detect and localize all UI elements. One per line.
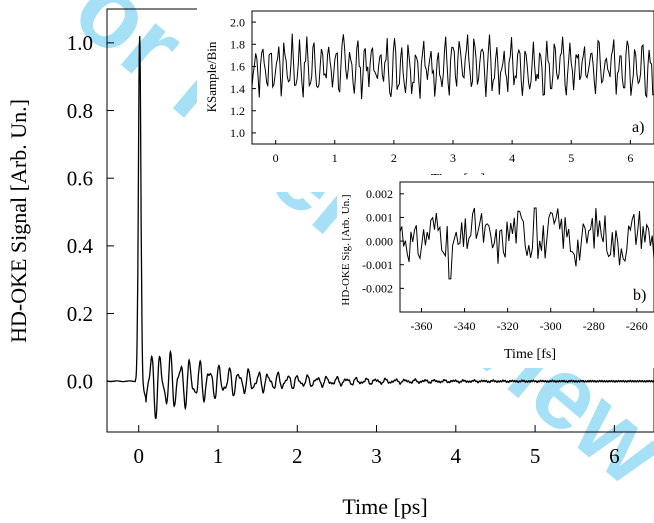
inset-b-x-tick-label: -260: [626, 319, 648, 333]
inset-b-y-tick-label: 0.001: [366, 211, 393, 225]
main-y-tick-label: 0.2: [67, 302, 93, 326]
inset-b-signal-line: [399, 207, 654, 280]
inset-a-x-tick-label: 6: [627, 151, 633, 165]
main-x-tick-label: 3: [371, 444, 382, 468]
inset-b-y-tick-label: 0.000: [366, 234, 393, 248]
inset-a-y-axis-label: KSample/Bin: [204, 41, 219, 112]
inset-a-y-tick-label: 1.0: [230, 126, 245, 140]
inset-a-series: [251, 33, 654, 100]
main-series: [106, 36, 654, 420]
inset-b-background: [337, 175, 654, 368]
inset-a-background: [197, 2, 654, 192]
inset-b-x-tick-label: -300: [540, 319, 562, 333]
main-signal-line: [106, 36, 654, 420]
inset-a-x-tick-label: 0: [273, 151, 279, 165]
inset-b-x-tick-label: -320: [497, 319, 519, 333]
inset-b-series: [399, 207, 654, 280]
main-ticks: 0 1 2 3 4 5 6 0.0 0.2 0.4 0.6 0.8 1.0: [67, 31, 620, 468]
inset-a-x-tick-label: 1: [332, 151, 338, 165]
inset-a-y-tick-label: 1.8: [230, 37, 245, 51]
inset-b-plot-frame: [399, 181, 654, 313]
inset-a-y-tick-label: 2.0: [230, 15, 245, 29]
main-x-tick-label: 1: [213, 444, 224, 468]
inset-b-x-tick-label: -280: [583, 319, 605, 333]
inset-a-signal-line: [251, 33, 654, 100]
main-y-axis-label: HD-OKE Signal [Arb. Un.]: [6, 99, 31, 343]
inset-a-x-tick-label: 5: [568, 151, 574, 165]
inset-b-y-tick-label: 0.002: [366, 187, 393, 201]
main-y-tick-label: 0.6: [67, 167, 93, 191]
inset-b-y-tick-label: -0.001: [362, 258, 393, 272]
main-x-axis-label: Time [ps]: [342, 494, 427, 519]
inset-a-x-tick-label: 2: [391, 151, 397, 165]
main-x-tick-label: 5: [530, 444, 541, 468]
inset-b-y-tick-label: -0.002: [362, 282, 393, 296]
main-x-tick-label: 0: [133, 444, 144, 468]
main-y-tick-label: 0.8: [67, 99, 93, 123]
main-y-tick-label: 1.0: [67, 31, 93, 55]
main-y-tick-label: 0.4: [67, 234, 94, 258]
inset-a-y-tick-label: 1.6: [230, 60, 245, 74]
inset-b-chart: -360 -340 -320 -300 -280 -260 -0.002 -0.001 0.00…: [337, 175, 654, 368]
main-x-tick-label: 4: [451, 444, 462, 468]
inset-b-panel-label: b): [633, 287, 646, 304]
inset-b-y-axis-label: HD-OKE Sig. [Arb. Un.]: [340, 194, 352, 305]
inset-b-x-tick-label: -340: [454, 319, 476, 333]
inset-a-y-tick-label: 1.2: [230, 104, 245, 118]
main-y-tick-label: 0.0: [67, 370, 93, 394]
inset-b-x-tick-label: -360: [411, 319, 433, 333]
inset-a-x-tick-label: 3: [450, 151, 456, 165]
main-x-tick-label: 2: [292, 444, 303, 468]
inset-a-ticks: 0 1 2 3 4 5 6 1.0 1.2 1.4 1.6 1.8 2.0: [230, 15, 633, 165]
main-x-tick-label: 6: [609, 444, 620, 468]
inset-a-x-tick-label: 4: [509, 151, 515, 165]
inset-b-x-axis-label: Time [fs]: [504, 347, 556, 362]
inset-b-ticks: -360 -340 -320 -300 -280 -260 -0.002 -0.001 0.00…: [362, 187, 648, 333]
inset-a-y-tick-label: 1.4: [230, 82, 245, 96]
main-chart: 0 1 2 3 4 5 6 0.0 0.2 0.4 0.6 0.8 1.0 Time [ps] HD-O…: [6, 8, 654, 519]
inset-a-panel-label: a): [632, 119, 644, 136]
